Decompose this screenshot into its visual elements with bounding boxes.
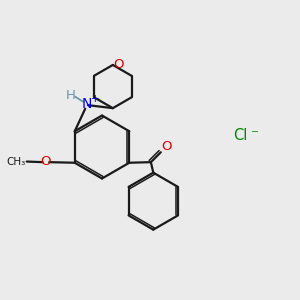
Text: CH₃: CH₃ bbox=[6, 157, 25, 166]
Text: N: N bbox=[81, 97, 92, 111]
Text: O: O bbox=[40, 155, 51, 168]
Text: Cl: Cl bbox=[233, 128, 247, 142]
Text: O: O bbox=[113, 58, 124, 71]
Text: +: + bbox=[91, 94, 100, 103]
Text: O: O bbox=[161, 140, 171, 153]
Text: H: H bbox=[66, 89, 76, 102]
Text: ⁻: ⁻ bbox=[251, 128, 259, 142]
